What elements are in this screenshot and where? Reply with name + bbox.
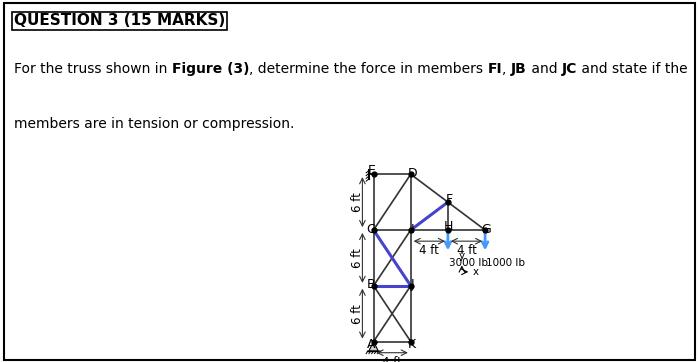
- Text: QUESTION 3 (15 MARKS): QUESTION 3 (15 MARKS): [14, 13, 225, 28]
- Text: C: C: [366, 223, 375, 236]
- Text: members are in tension or compression.: members are in tension or compression.: [14, 117, 295, 131]
- Text: E: E: [368, 164, 376, 177]
- Text: 4 ft: 4 ft: [456, 244, 477, 257]
- Text: and state if the: and state if the: [577, 62, 687, 76]
- Text: K: K: [408, 338, 416, 351]
- Text: F: F: [445, 193, 452, 206]
- Text: JB: JB: [511, 62, 526, 76]
- Text: 3000 lb: 3000 lb: [449, 258, 489, 268]
- Text: H: H: [444, 220, 454, 233]
- Text: 6 ft: 6 ft: [351, 248, 364, 268]
- Text: x: x: [473, 267, 479, 277]
- Text: 4 ft: 4 ft: [382, 357, 402, 362]
- Text: J: J: [410, 278, 414, 291]
- Text: B: B: [367, 278, 375, 291]
- Text: For the truss shown in: For the truss shown in: [14, 62, 172, 76]
- Text: FI: FI: [488, 62, 502, 76]
- Text: JC: JC: [561, 62, 577, 76]
- Text: A: A: [367, 338, 375, 351]
- Text: I: I: [410, 223, 414, 236]
- Text: 1000 lb: 1000 lb: [486, 258, 525, 268]
- Text: and: and: [526, 62, 561, 76]
- Text: ,: ,: [502, 62, 511, 76]
- Polygon shape: [369, 342, 378, 351]
- Text: , determine the force in members: , determine the force in members: [249, 62, 488, 76]
- Text: 6 ft: 6 ft: [351, 304, 364, 324]
- Text: G: G: [482, 223, 491, 236]
- Text: y: y: [458, 251, 465, 261]
- Text: D: D: [407, 167, 417, 180]
- Text: Figure (3): Figure (3): [172, 62, 249, 76]
- Text: 6 ft: 6 ft: [351, 192, 364, 212]
- Text: 4 ft: 4 ft: [419, 244, 440, 257]
